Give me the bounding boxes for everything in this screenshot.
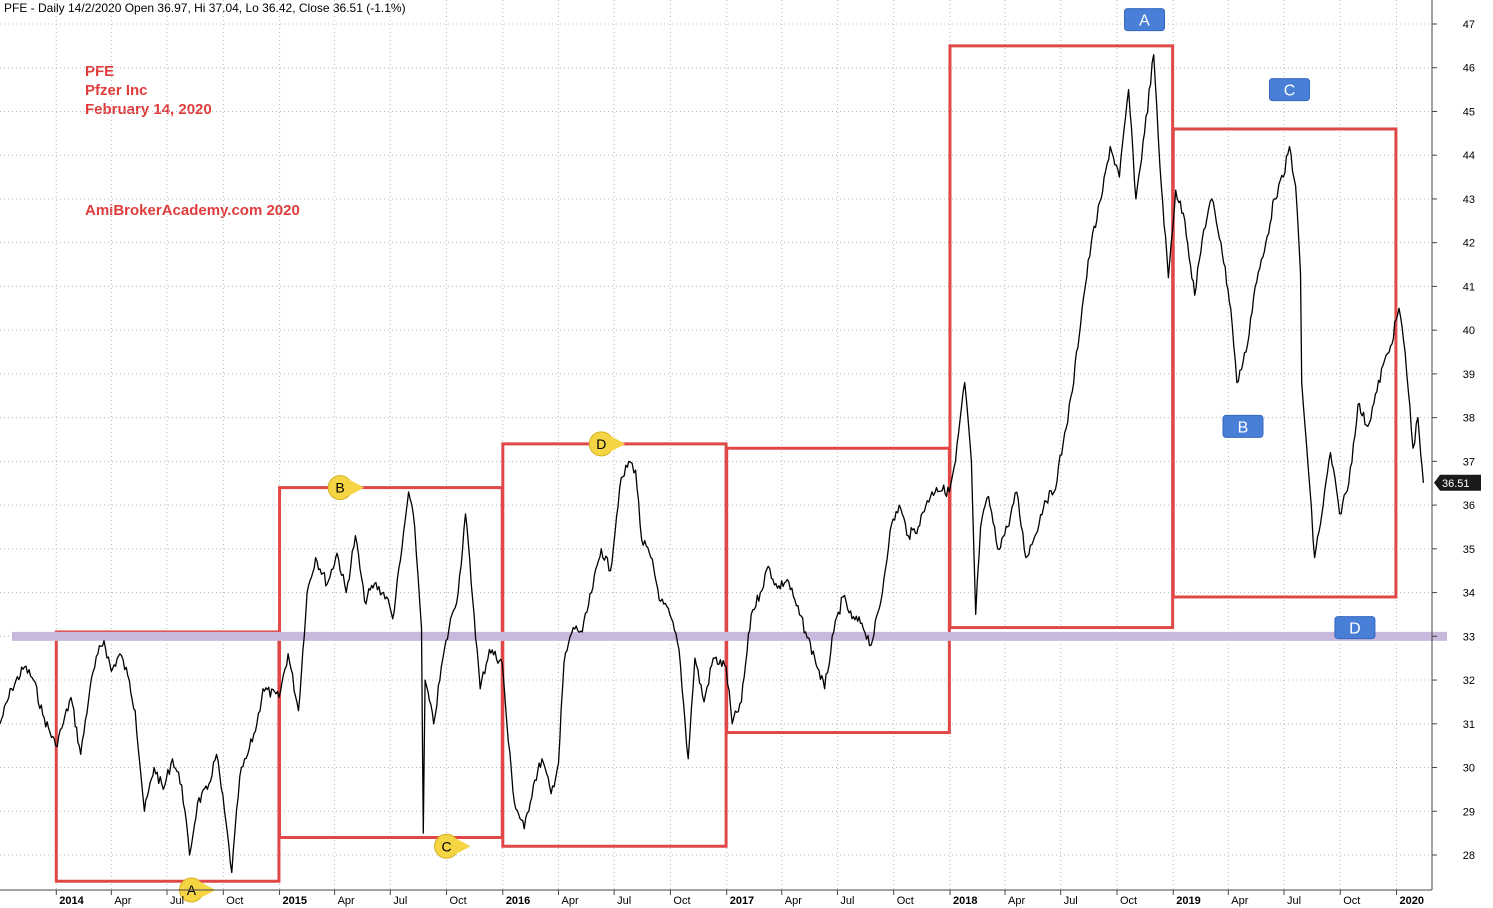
x-tick-label: 2020 (1400, 895, 1424, 907)
x-tick-label: Jul (840, 895, 854, 907)
annotation-date: February 14, 2020 (85, 101, 212, 118)
y-tick-label: 30 (1463, 763, 1475, 775)
x-tick-label: 2015 (283, 895, 307, 907)
box-label-bg (1268, 78, 1310, 102)
y-tick-label: 35 (1463, 544, 1475, 556)
x-tick-label: 2016 (506, 895, 530, 907)
x-tick-label: Oct (897, 895, 914, 907)
x-tick-label: Apr (1231, 895, 1248, 907)
y-tick-label: 43 (1463, 194, 1475, 206)
last-price-label: 36.51 (1442, 478, 1470, 490)
y-tick-label: 45 (1463, 106, 1475, 118)
y-tick-label: 32 (1463, 675, 1475, 687)
x-tick-label: Oct (226, 895, 243, 907)
x-tick-label: 2018 (953, 895, 977, 907)
y-tick-label: 33 (1463, 631, 1475, 643)
year-box (54, 630, 281, 883)
y-tick-label: 47 (1463, 19, 1475, 31)
box-layer (54, 44, 1398, 883)
pin-pointer (349, 479, 365, 496)
annotation-company: Pfzer Inc (85, 82, 148, 99)
pin-label: C (441, 838, 451, 854)
series-layer (0, 53, 1425, 874)
annotation-site: AmiBrokerAcademy.com 2020 (85, 202, 300, 219)
pin-pointer (455, 838, 471, 855)
box-label-bg (1123, 8, 1165, 32)
y-tick-label: 42 (1463, 238, 1475, 250)
y-tick-label: 46 (1463, 63, 1475, 75)
x-tick-label: Oct (673, 895, 690, 907)
x-tick-label: 2014 (59, 895, 84, 907)
y-tick-label: 34 (1463, 588, 1475, 600)
y-tick-label: 31 (1463, 719, 1475, 731)
y-tick-label: 37 (1463, 456, 1475, 468)
year-box (725, 446, 951, 735)
pin-label: D (596, 436, 606, 452)
last-price-tag (1434, 474, 1481, 491)
y-tick-label: 40 (1463, 325, 1475, 337)
box-label: B (1238, 419, 1249, 436)
y-tick-label: 38 (1463, 413, 1475, 425)
x-tick-label: 2019 (1176, 895, 1200, 907)
y-tick-label: 44 (1463, 150, 1475, 162)
x-tick-label: Oct (1343, 895, 1360, 907)
pin-pointer (610, 435, 626, 452)
year-box (1171, 127, 1398, 599)
x-tick-label: Apr (785, 895, 802, 907)
box-label: A (1139, 13, 1150, 30)
x-tick-label: Apr (561, 895, 578, 907)
box-label: C (1284, 83, 1296, 100)
y-tick-label: 36 (1463, 500, 1475, 512)
x-tick-label: Jul (1064, 895, 1078, 907)
x-tick-label: Jul (170, 895, 184, 907)
year-box (948, 44, 1175, 630)
x-tick-label: Oct (1120, 895, 1137, 907)
x-tick-label: Jul (617, 895, 631, 907)
box-label-bg (1222, 414, 1264, 438)
x-tick-label: Apr (338, 895, 355, 907)
box-label: D (1349, 621, 1361, 638)
y-tick-label: 29 (1463, 806, 1475, 818)
year-box (278, 486, 504, 840)
box-label-bg (1334, 616, 1376, 640)
pin-label: B (335, 480, 344, 496)
x-tick-label: 2017 (730, 895, 754, 907)
x-tick-label: Jul (1287, 895, 1301, 907)
y-tick-label: 41 (1463, 281, 1475, 293)
x-tick-label: Oct (450, 895, 467, 907)
x-tick-label: Jul (393, 895, 407, 907)
x-tick-label: Apr (114, 895, 131, 907)
chart-header-info: PFE - Daily 14/2/2020 Open 36.97, Hi 37.… (4, 1, 406, 15)
price-series-line (0, 53, 1425, 874)
y-tick-label: 28 (1463, 850, 1475, 862)
y-tick-label: 39 (1463, 369, 1475, 381)
x-tick-label: Apr (1008, 895, 1025, 907)
